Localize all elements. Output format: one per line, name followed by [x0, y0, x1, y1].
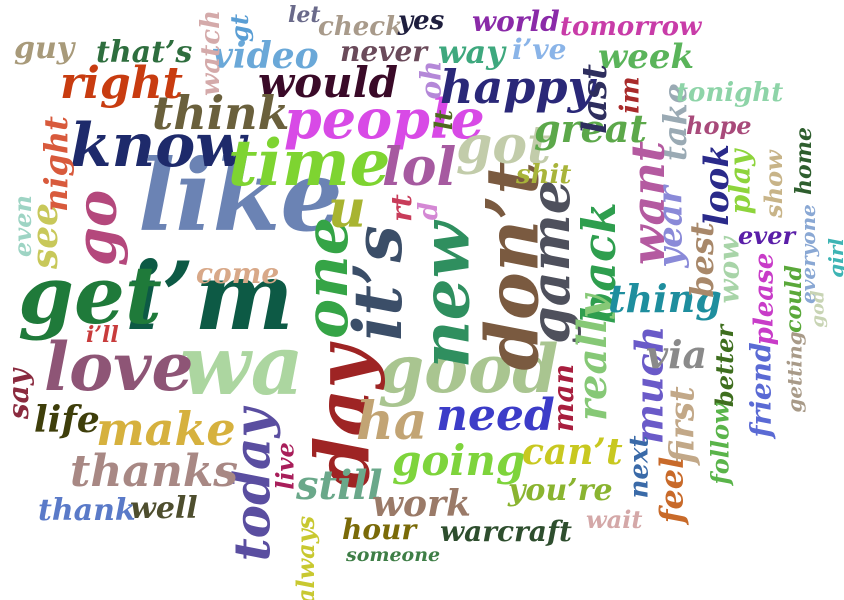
- word-tonight: tonight: [676, 78, 784, 108]
- word-ever: ever: [738, 221, 796, 250]
- word-last: last: [574, 64, 615, 134]
- word-thing: thing: [608, 276, 722, 321]
- word-u: u: [328, 179, 366, 240]
- word-getting: getting: [782, 331, 807, 413]
- word-time: time: [228, 126, 391, 201]
- word-ill: i’ll: [86, 322, 119, 348]
- word-yes: yes: [398, 6, 445, 36]
- word-show: show: [758, 150, 788, 218]
- word-always: always: [291, 515, 321, 600]
- word-great: great: [534, 106, 647, 151]
- word-good: good: [378, 330, 559, 408]
- word-lt: lt: [429, 109, 459, 131]
- word-warcraft: warcraft: [440, 515, 572, 548]
- word-friend: friend: [744, 342, 778, 438]
- word-someone: someone: [346, 544, 441, 566]
- word-people: people: [284, 87, 485, 151]
- word-man: man: [547, 363, 581, 433]
- word-need: need: [436, 390, 555, 441]
- word-watch: watch: [195, 10, 226, 96]
- word-video: video: [212, 35, 319, 77]
- word-check: check: [318, 12, 404, 42]
- word-never: never: [340, 35, 428, 68]
- word-week: week: [598, 37, 695, 77]
- word-ha: ha: [356, 391, 428, 452]
- word-gt: gt: [224, 14, 254, 42]
- word-thank: thank: [38, 493, 136, 528]
- word-tomorrow: tomorrow: [560, 12, 702, 42]
- word-live: live: [270, 442, 300, 490]
- word-say: say: [2, 368, 36, 420]
- word-cant: can’t: [522, 431, 623, 473]
- word-work: work: [372, 483, 471, 525]
- word-think: think: [152, 86, 290, 140]
- word-lol: lol: [382, 137, 457, 198]
- word-home: home: [790, 127, 817, 195]
- word-im-short: im: [615, 76, 646, 114]
- word-thats: that’s: [96, 35, 193, 70]
- word-ive: i’ve: [512, 33, 567, 66]
- word-next: next: [624, 435, 655, 499]
- word-thanks: thanks: [70, 446, 239, 497]
- word-like: like: [138, 139, 343, 254]
- word-please: please: [749, 252, 780, 346]
- word-make: make: [96, 402, 236, 456]
- word-love: love: [44, 328, 194, 406]
- word-night: night: [36, 116, 75, 212]
- word-even: even: [7, 195, 37, 257]
- word-hour: hour: [342, 513, 417, 546]
- word-rt: rt: [384, 194, 418, 222]
- word-youre: you’re: [508, 473, 613, 508]
- word-guy: guy: [14, 31, 75, 66]
- word-happy: happy: [440, 60, 595, 114]
- word-via: via: [646, 332, 708, 377]
- word-feel: feel: [652, 456, 691, 524]
- word-way: way: [438, 33, 505, 71]
- word-god: god: [807, 290, 829, 328]
- word-wa: wa: [180, 318, 304, 414]
- word-let: let: [288, 2, 321, 28]
- word-first: first: [662, 386, 703, 464]
- word-got: got: [456, 115, 552, 176]
- word-girl: girl: [823, 238, 844, 278]
- word-wait: wait: [586, 505, 643, 534]
- word-right: right: [60, 58, 183, 109]
- word-d: d: [414, 201, 445, 221]
- word-life: life: [34, 399, 100, 441]
- word-better: better: [710, 324, 740, 408]
- word-new: new: [406, 221, 485, 369]
- word-go: go: [63, 189, 130, 267]
- word-oh: oh: [414, 60, 448, 100]
- word-still: still: [296, 462, 383, 509]
- word-get: get: [18, 248, 162, 342]
- word-well: well: [130, 491, 198, 526]
- word-going: going: [392, 436, 526, 485]
- word-know: know: [70, 111, 247, 181]
- word-follow: follow: [705, 403, 735, 485]
- word-come: come: [196, 257, 280, 290]
- word-play: play: [723, 149, 757, 215]
- word-im: i’m: [126, 242, 294, 352]
- word-hope: hope: [686, 111, 752, 140]
- word-would: would: [258, 58, 399, 107]
- word-world: world: [472, 5, 560, 38]
- word-shit: shit: [516, 160, 572, 190]
- word-could: could: [780, 265, 807, 333]
